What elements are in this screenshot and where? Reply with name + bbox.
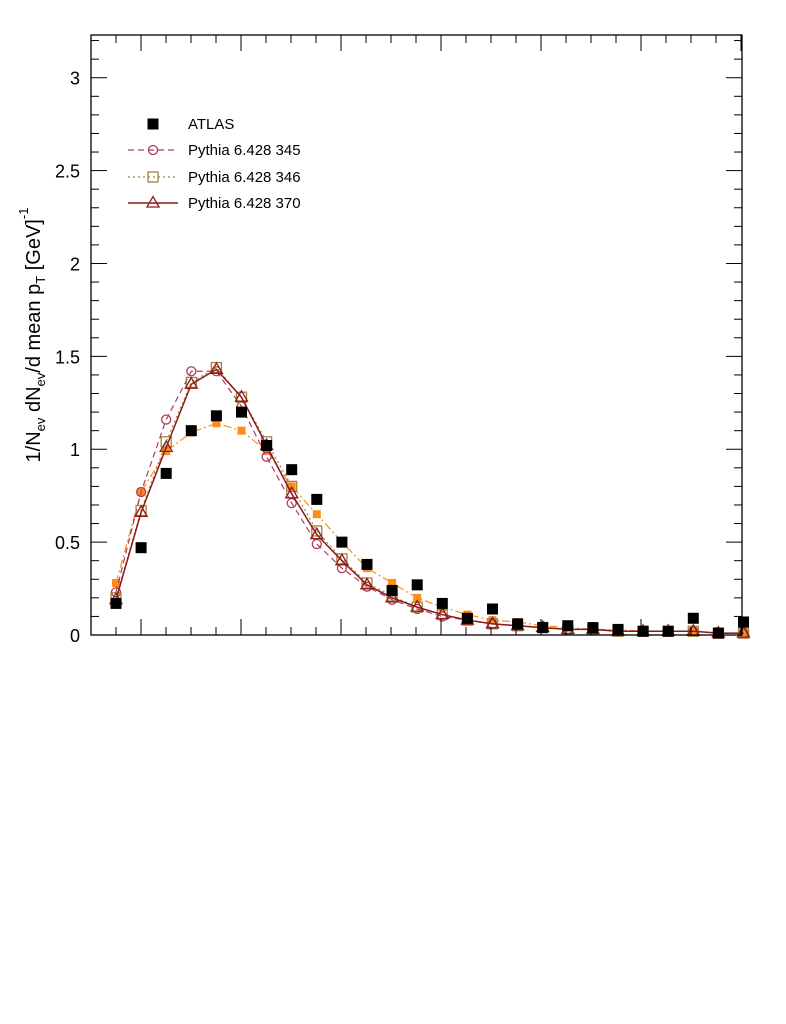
data-point-s2-8 xyxy=(311,525,323,537)
y-label-part: /d mean p xyxy=(23,284,45,373)
series-line-4 xyxy=(115,422,744,634)
data-point-s1-3 xyxy=(186,366,197,377)
legend-marker-0 xyxy=(147,118,159,130)
data-point-s0-0 xyxy=(110,597,122,609)
data-point-s1-1 xyxy=(135,486,147,498)
data-point-s1-7 xyxy=(286,497,297,509)
data-point-s3-7 xyxy=(284,486,299,499)
y-label-part: ev xyxy=(33,372,48,386)
y-tick-label: 1.5 xyxy=(55,347,80,367)
series-line-2 xyxy=(115,366,744,634)
data-point-s4-12 xyxy=(413,593,422,602)
y-axis-label: 1/Nev dNev/d mean pT [GeV]-1 xyxy=(16,208,48,463)
y-tick-label: 2.5 xyxy=(55,162,80,182)
data-point-s0-24 xyxy=(712,627,724,639)
data-point-s0-16 xyxy=(512,618,524,630)
y-label-part: T xyxy=(33,276,48,284)
y-tick-label: 2 xyxy=(70,254,80,274)
data-point-s4-8 xyxy=(312,510,321,519)
series-group-4 xyxy=(112,419,748,638)
data-point-s0-10 xyxy=(361,558,373,570)
data-point-s3-4 xyxy=(209,361,224,374)
data-point-s3-1 xyxy=(133,504,149,518)
data-point-s3-3 xyxy=(184,376,199,389)
data-point-s0-7 xyxy=(286,464,298,476)
data-point-s4-4 xyxy=(212,419,221,428)
series-layer xyxy=(108,361,751,639)
data-point-s0-6 xyxy=(261,440,273,452)
data-point-s3-9 xyxy=(334,552,350,566)
legend: ATLAS Pythia 6.428 345 Pythia 6.428 346 Pyt… xyxy=(128,116,301,212)
data-point-s4-6 xyxy=(262,447,271,456)
data-point-s1-6 xyxy=(261,451,272,462)
data-point-s0-9 xyxy=(336,536,348,548)
data-point-s0-3 xyxy=(185,425,197,437)
data-point-s3-12 xyxy=(410,599,425,612)
data-point-s0-1 xyxy=(135,542,147,554)
series-line-1 xyxy=(115,370,744,634)
y-label-part: 1/N xyxy=(23,431,45,462)
data-point-s4-11 xyxy=(388,578,397,587)
data-point-s3-8 xyxy=(309,526,324,540)
y-tick-label: 0.5 xyxy=(55,533,80,553)
data-point-s0-5 xyxy=(236,406,247,418)
legend-label-3: Pythia 6.428 370 xyxy=(188,195,301,212)
axis-ticks xyxy=(91,35,742,636)
y-tick-label: 0 xyxy=(70,626,80,646)
series-line-3 xyxy=(115,368,744,634)
series-group-0 xyxy=(110,406,749,639)
data-point-s3-15 xyxy=(485,616,500,629)
data-point-s3-11 xyxy=(384,590,400,603)
data-point-s0-21 xyxy=(637,625,649,637)
data-point-s0-22 xyxy=(662,625,674,637)
y-tick-labels: 0 0.5 1 1.5 2 2.5 3 xyxy=(55,69,80,646)
y-label-part: [GeV] xyxy=(23,219,45,276)
data-point-s2-7 xyxy=(286,480,298,493)
data-point-s0-8 xyxy=(311,493,323,505)
data-point-s0-20 xyxy=(612,623,624,635)
data-point-s0-19 xyxy=(587,622,599,634)
data-point-s4-0 xyxy=(112,578,120,587)
data-point-s3-13 xyxy=(435,606,450,620)
data-point-s0-2 xyxy=(160,467,172,479)
series-group-2 xyxy=(110,361,750,639)
data-point-s3-10 xyxy=(359,577,375,590)
data-point-s3-2 xyxy=(159,439,174,453)
data-point-s2-5 xyxy=(235,391,248,403)
data-point-s1-2 xyxy=(161,414,172,425)
legend-marker-1 xyxy=(147,144,159,156)
data-point-s4-15 xyxy=(488,616,497,625)
legend-label-0: ATLAS xyxy=(188,116,234,133)
y-tick-label: 1 xyxy=(70,440,80,460)
data-point-s0-11 xyxy=(386,584,398,596)
y-tick-label: 3 xyxy=(70,69,80,89)
y-label-part: dN xyxy=(23,386,45,417)
data-point-s0-23 xyxy=(687,612,699,624)
legend-label-1: Pythia 6.428 345 xyxy=(188,142,301,159)
data-point-s3-5 xyxy=(234,389,249,402)
data-point-s0-25 xyxy=(738,616,749,628)
series-group-1 xyxy=(110,366,749,639)
data-point-s0-15 xyxy=(487,603,498,615)
data-point-s0-18 xyxy=(562,620,574,632)
legend-marker-3 xyxy=(145,195,161,208)
legend-label-2: Pythia 6.428 346 xyxy=(188,169,301,186)
data-point-s0-12 xyxy=(411,579,423,591)
data-point-s0-13 xyxy=(436,597,448,609)
data-point-s0-14 xyxy=(461,612,473,624)
data-point-s0-4 xyxy=(210,410,222,422)
y-label-part: ev xyxy=(33,417,48,431)
data-point-s1-8 xyxy=(311,538,322,550)
series-group-3 xyxy=(108,361,751,638)
data-point-s0-17 xyxy=(537,622,549,634)
data-point-s4-5 xyxy=(237,426,246,435)
legend-marker-2 xyxy=(147,171,159,183)
y-label-part: -1 xyxy=(16,208,31,220)
data-point-s2-12 xyxy=(411,601,423,613)
data-point-s2-13 xyxy=(436,608,448,621)
